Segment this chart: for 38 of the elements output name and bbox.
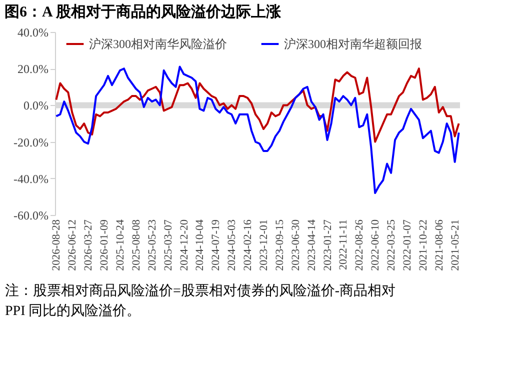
text: 注：股票相对商品风险溢价=股票相对债券的风险溢价-商品相对PPI 同比的风险溢价。 xyxy=(5,283,396,319)
x-tick-label: 2024-02-16 xyxy=(242,219,254,271)
legend-label: 沪深300相对南华超额回报 xyxy=(284,37,422,51)
x-tick-label: 2026-08-28 xyxy=(50,219,63,271)
x-tick-label: 2026-06-12 xyxy=(66,220,79,271)
x-tick-label: 2021-10-22 xyxy=(417,220,430,271)
x-tick-label: 2024-10-04 xyxy=(194,219,206,271)
x-tick-label: 2026-01-09 xyxy=(98,219,111,271)
x-tick-label: 2022-03-25 xyxy=(386,219,398,271)
y-tick-label: 0.0% xyxy=(24,98,48,113)
x-tick-label: 2022-01-07 xyxy=(401,219,414,271)
x-tick-label: 2026-03-27 xyxy=(82,219,95,271)
x-tick-label: 2025-05-23 xyxy=(146,219,158,271)
line-series xyxy=(55,68,460,143)
x-tick-label: 2023-12-01 xyxy=(258,220,270,271)
x-tick-label: 2023-01-27 xyxy=(322,219,334,271)
x-tick-label: 2021-08-06 xyxy=(433,219,446,271)
chart-title: 图6：A 股相对于商品的风险溢价边际上涨 xyxy=(4,2,282,20)
x-tick-label: 2024-05-03 xyxy=(226,219,238,271)
x-tick-label: 2022-08-26 xyxy=(354,219,366,271)
legend-label: 沪深300相对南华风险溢价 xyxy=(89,37,227,51)
x-tick-label: 2022-11-11 xyxy=(338,220,350,270)
y-tick-label: 40.0% xyxy=(18,26,48,40)
line-series xyxy=(55,66,460,194)
y-tick-label: -60.0% xyxy=(14,208,48,222)
x-tick-label: 2023-04-14 xyxy=(306,219,318,271)
x-tick-label: 2025-03-07 xyxy=(162,219,174,271)
x-tick-label: 2022-06-10 xyxy=(370,219,382,271)
x-tick-label: 2023-09-15 xyxy=(274,219,286,271)
x-tick-label: 2024-07-19 xyxy=(210,219,222,271)
x-tick-label: 2023-06-30 xyxy=(290,219,302,271)
y-tick-label: 20.0% xyxy=(18,62,48,76)
x-tick-label: 2025-10-24 xyxy=(114,219,126,271)
y-tick-label: -20.0% xyxy=(14,135,48,150)
x-tick-label: 2024-12-20 xyxy=(178,219,190,271)
y-tick-label: -40.0% xyxy=(14,172,48,186)
x-tick-label: 2021-05-21 xyxy=(449,220,462,271)
x-tick-label: 2025-08-08 xyxy=(130,219,142,271)
